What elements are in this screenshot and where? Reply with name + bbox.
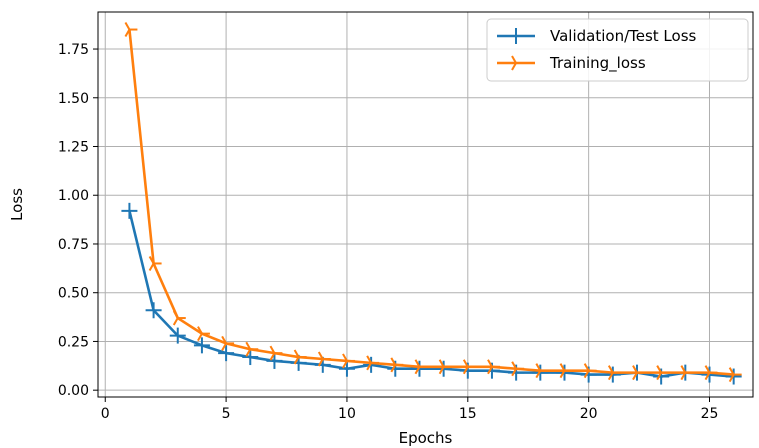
x-tick-label: 10 [338,406,356,422]
data-point [704,365,718,381]
series-line [128,210,734,378]
x-tick-label: 5 [222,406,231,422]
data-point [245,341,259,357]
data-point [438,359,452,375]
legend-label: Validation/Test Loss [550,27,697,45]
y-tick-label: 1.75 [58,42,89,58]
data-point [242,349,259,366]
data-point [366,355,380,371]
data-point [511,361,525,377]
data-point [218,345,235,362]
legend-box [486,18,749,82]
y-tick-label: 0.50 [58,286,89,302]
legend-item: Training_loss [497,54,646,73]
legend: Validation/Test Loss Training_loss [486,18,749,82]
data-point [193,337,210,354]
data-point [293,349,307,365]
x-tick-label: 15 [459,406,477,422]
data-point [145,302,162,319]
x-tick-label: 0 [101,406,110,422]
data-point [269,345,283,361]
x-tick-label: 20 [580,406,598,422]
legend-marker [508,28,524,44]
data-point [607,365,621,381]
series-training-loss [124,22,742,383]
x-axis-label: Epochs [399,429,453,447]
y-tick-label: 1.50 [58,91,89,107]
y-tick-label: 0.25 [58,334,89,350]
data-point [124,22,138,38]
data-point [121,202,138,219]
data-point [656,365,670,381]
y-axis-label: Loss [8,188,26,221]
data-point [169,327,186,344]
y-tick-label: 0.75 [58,237,89,253]
data-point [148,255,162,271]
data-point [632,365,645,381]
data-point [728,367,742,383]
data-point [221,335,235,351]
y-tick-label: 1.25 [58,140,89,156]
y-tick-label: 0.00 [58,383,89,399]
data-point [266,352,283,369]
data-point [559,363,573,379]
data-point [583,363,597,379]
series-layer [121,22,742,385]
data-point [680,365,694,381]
legend-marker [511,55,524,71]
plot-frame [97,11,754,398]
data-point [338,360,355,377]
axis-ticks: 0 5 10 15 20 25 0.00 0.25 0.50 0.75 1.00 1.25 1.50 1.… [58,42,719,422]
data-point [172,310,186,326]
data-point [487,359,500,375]
data-point [535,363,549,379]
data-point [462,359,476,375]
legend-label: Training_loss [549,54,646,73]
data-point [342,353,355,369]
data-point [317,351,331,367]
data-point [390,357,404,373]
series-validation-test-loss [121,202,742,385]
y-tick-label: 1.00 [58,188,89,204]
x-tick-label: 25 [701,406,719,422]
data-point [414,359,428,375]
data-point [197,326,210,342]
legend-item: Validation/Test Loss [497,27,697,45]
